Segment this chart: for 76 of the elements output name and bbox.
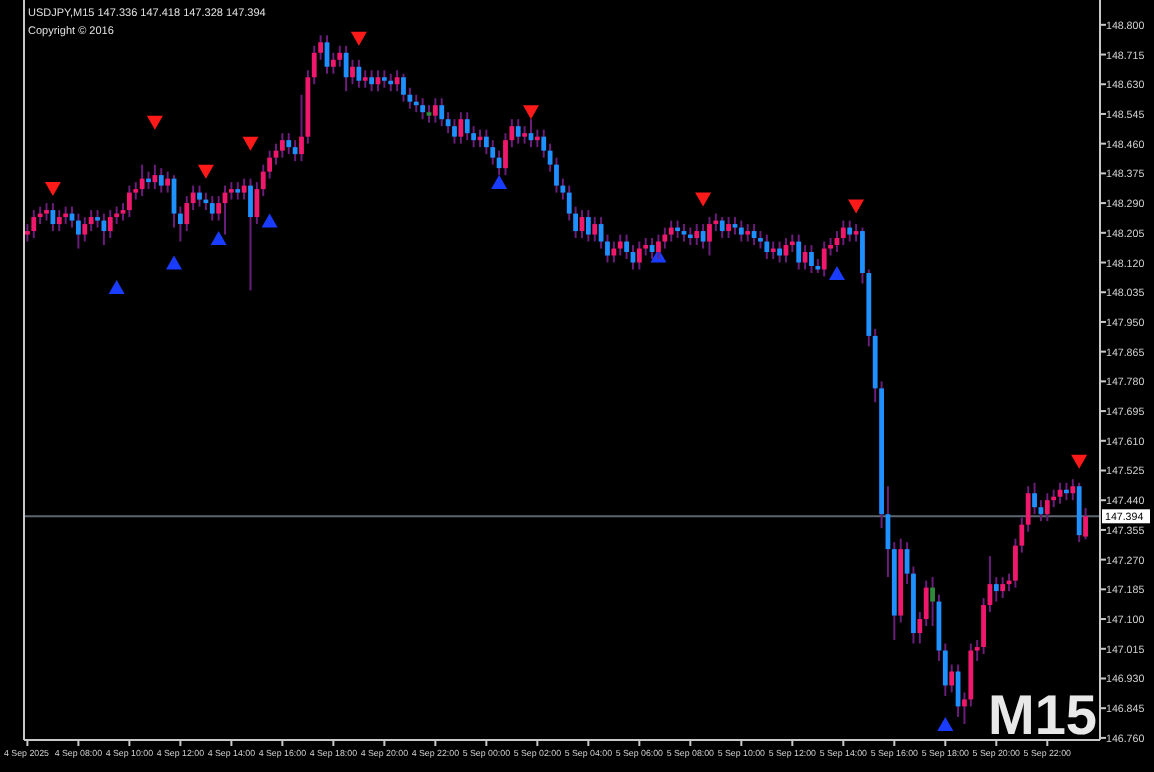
candlestick: [241, 177, 247, 201]
point: [350, 31, 367, 46]
candlestick: [101, 212, 107, 247]
candlestick: [330, 51, 336, 75]
candlestick: [796, 233, 802, 271]
candlestick: [738, 219, 744, 243]
candlestick: [31, 209, 37, 240]
candlestick: [76, 212, 81, 250]
candlestick: [82, 216, 88, 243]
candlestick: [949, 663, 955, 694]
candlestick: [585, 209, 591, 243]
point: [197, 164, 214, 179]
candlestick: [1044, 492, 1050, 523]
candlestick: [668, 219, 674, 243]
point: [242, 136, 259, 151]
point: [210, 231, 227, 246]
candlestick: [56, 209, 62, 233]
point: [146, 115, 163, 130]
candlestick: [343, 44, 349, 93]
candlestick: [248, 177, 253, 292]
candlestick: [993, 576, 999, 603]
candlestick: [452, 118, 457, 145]
candlestick: [464, 111, 470, 142]
candlestick: [197, 184, 202, 208]
candlestick: [286, 132, 292, 156]
candlestick: [611, 240, 617, 264]
candlestick: [515, 118, 521, 145]
candlestick: [432, 97, 438, 124]
point: [44, 182, 61, 197]
point: [261, 213, 278, 228]
candlestick: [350, 58, 355, 86]
candlestick: [764, 233, 770, 261]
candlestick: [707, 216, 712, 257]
point: [491, 175, 508, 190]
candlestick: [337, 44, 343, 68]
candlestick: [394, 69, 400, 93]
point: [1071, 454, 1088, 469]
candlestick: [292, 139, 298, 163]
candlestick: [840, 219, 846, 247]
annotation: M15: [988, 684, 1097, 746]
candlestick: [656, 233, 661, 261]
candlestick: [1070, 478, 1076, 502]
candlestick: [1032, 481, 1037, 516]
candlestick: [458, 111, 464, 145]
candlestick: [50, 202, 56, 233]
candlestick: [369, 69, 375, 93]
candlestick: [279, 132, 285, 159]
point: [166, 255, 183, 270]
candlestick: [847, 219, 853, 243]
candlestick: [420, 97, 426, 121]
point: [108, 279, 125, 294]
candlestick: [439, 97, 445, 128]
candlestick: [694, 223, 700, 247]
candlestick: [158, 167, 164, 194]
candlestick: [726, 216, 731, 240]
candlestick: [719, 216, 725, 240]
candlestick: [1000, 576, 1006, 600]
candlestick: [107, 209, 113, 240]
candlestick: [777, 240, 782, 264]
candlestick: [809, 244, 814, 274]
point: [828, 266, 845, 280]
point: [937, 716, 954, 731]
candlestick: [209, 195, 215, 222]
candlestick: [592, 216, 598, 243]
candlestick: [139, 163, 145, 198]
candlestick: [152, 163, 158, 191]
candlestick: [617, 233, 623, 257]
candlestick: [401, 72, 406, 103]
candlestick: [165, 170, 171, 194]
point: [848, 199, 865, 214]
candlestick: [356, 58, 362, 89]
candlestick: [636, 240, 642, 271]
point: [695, 192, 712, 207]
candlestick: [821, 240, 827, 278]
point: [522, 105, 539, 120]
candlestick: [126, 184, 132, 219]
